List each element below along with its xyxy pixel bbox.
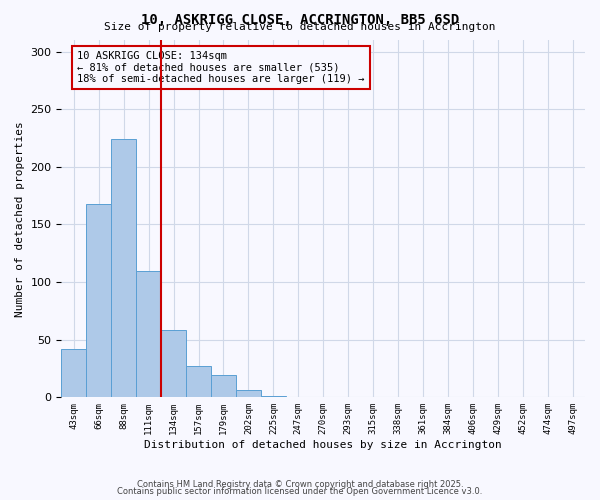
Bar (186, 366, 211, 398)
Bar (161, 330, 186, 398)
Text: 10 ASKRIGG CLOSE: 134sqm
← 81% of detached houses are smaller (535)
18% of semi-: 10 ASKRIGG CLOSE: 134sqm ← 81% of detach… (77, 50, 365, 84)
Bar (211, 376, 236, 398)
Text: Contains HM Land Registry data © Crown copyright and database right 2025.: Contains HM Land Registry data © Crown c… (137, 480, 463, 489)
Bar (61, 349, 86, 398)
Text: 10, ASKRIGG CLOSE, ACCRINGTON, BB5 6SD: 10, ASKRIGG CLOSE, ACCRINGTON, BB5 6SD (141, 12, 459, 26)
Bar (236, 390, 261, 398)
Bar (111, 139, 136, 398)
Bar (86, 204, 111, 398)
Text: Size of property relative to detached houses in Accrington: Size of property relative to detached ho… (104, 22, 496, 32)
X-axis label: Distribution of detached houses by size in Accrington: Distribution of detached houses by size … (145, 440, 502, 450)
Y-axis label: Number of detached properties: Number of detached properties (15, 121, 25, 316)
Bar (136, 270, 161, 398)
Bar (261, 396, 286, 398)
Text: Contains public sector information licensed under the Open Government Licence v3: Contains public sector information licen… (118, 487, 482, 496)
